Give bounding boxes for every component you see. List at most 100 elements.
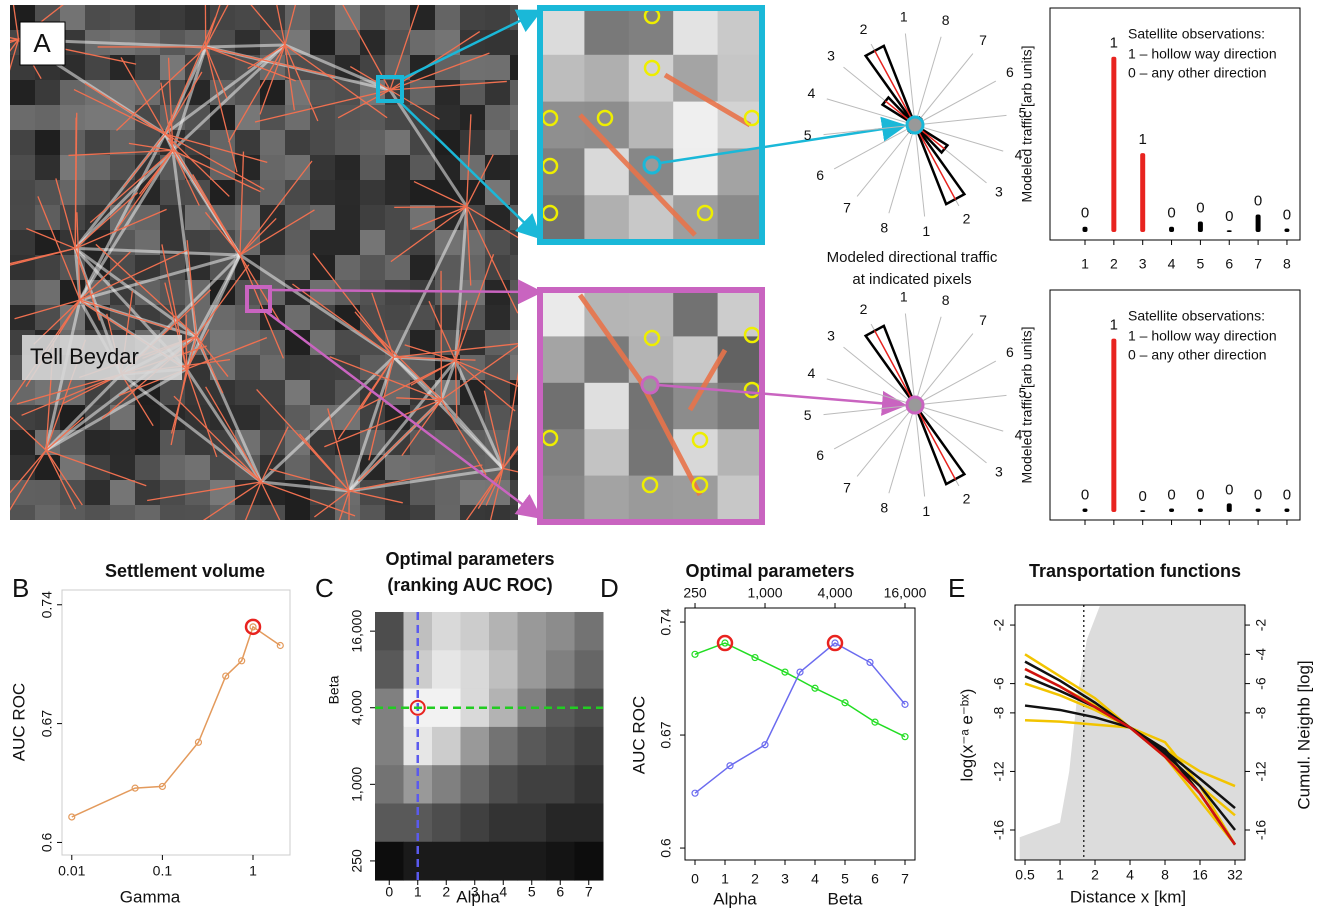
- map-pixel: [410, 330, 435, 355]
- map-pixel: [10, 205, 35, 230]
- map-pixel: [10, 180, 35, 205]
- value-label: 0: [1081, 487, 1089, 504]
- rose-direction-label: 7: [843, 200, 851, 216]
- map-pixel: [85, 180, 110, 205]
- y-tick-label: 1,000: [349, 767, 365, 802]
- rose-direction-label: 1: [900, 288, 908, 304]
- rose-direction-label: 8: [880, 219, 888, 235]
- map-pixel: [385, 205, 410, 230]
- legend-title: Satellite observations:: [1128, 308, 1265, 324]
- rose-center: [907, 397, 923, 413]
- x-tick-label: 7: [901, 871, 909, 887]
- map-pixel: [110, 455, 135, 480]
- map-pixel: [335, 155, 360, 180]
- map-pixel: [260, 380, 285, 405]
- map-pixel: [435, 105, 460, 130]
- map-pixel: [35, 180, 60, 205]
- heat-cell: [518, 650, 547, 689]
- map-pixel: [160, 455, 185, 480]
- map-pixel: [360, 180, 385, 205]
- bar: [1198, 509, 1203, 512]
- map-pixel: [10, 305, 35, 330]
- inset-pixel: [718, 55, 763, 102]
- map-pixel: [310, 230, 335, 255]
- rose-center: [907, 117, 923, 133]
- bar: [1083, 227, 1088, 232]
- map-pixel: [410, 55, 435, 80]
- value-label: 1: [1110, 35, 1118, 52]
- map-pixel: [310, 455, 335, 480]
- map-pixel: [435, 230, 460, 255]
- heat-cell: [375, 727, 404, 766]
- y-tick-label: 0.67: [658, 721, 674, 748]
- map-pixel: [35, 105, 60, 130]
- heat-cell: [575, 612, 604, 651]
- map-pixel: [410, 155, 435, 180]
- map-pixel: [385, 280, 410, 305]
- x-tick-label: 7: [585, 884, 593, 900]
- bar: [1083, 509, 1088, 512]
- map-pixel: [385, 130, 410, 155]
- map-pixel: [385, 5, 410, 30]
- map-pixel: [285, 5, 310, 30]
- x-tick-label: 4: [1126, 867, 1134, 883]
- map-pixel: [485, 380, 510, 405]
- inset-pixel: [629, 8, 674, 55]
- map-pixel: [135, 30, 160, 55]
- map-pixel: [485, 330, 510, 355]
- map-pixel: [485, 305, 510, 330]
- map-pixel: [485, 30, 510, 55]
- value-label: 0: [1167, 487, 1175, 504]
- map-pixel: [160, 480, 185, 505]
- map-pixel: [285, 405, 310, 430]
- map-pixel: [60, 130, 85, 155]
- inset-pixel-marker: [642, 377, 658, 393]
- map-pixel: [210, 155, 235, 180]
- map-pixel: [410, 30, 435, 55]
- map-pixel: [35, 155, 60, 180]
- y-axis-label: Beta: [326, 675, 342, 704]
- value-label: 1: [1139, 131, 1147, 148]
- map-pixel: [360, 5, 385, 30]
- rose-direction-label: 4: [808, 85, 816, 101]
- map-pixel: [160, 430, 185, 455]
- heat-cell: [461, 842, 490, 881]
- rose-direction-label: 2: [860, 301, 868, 317]
- map-pixel: [235, 130, 260, 155]
- map-pixel: [435, 305, 460, 330]
- map-pixel: [460, 105, 485, 130]
- map-pixel: [235, 180, 260, 205]
- inset-pixel: [584, 195, 629, 242]
- y2-axis-label: Cumul. Neighb [log]: [1294, 660, 1313, 809]
- inset-pixel: [718, 148, 763, 195]
- chart-title: (ranking AUC ROC): [387, 575, 552, 595]
- legend-entry: 1 – hollow way direction: [1128, 46, 1277, 62]
- map-pixel: [10, 105, 35, 130]
- value-label: 0: [1283, 487, 1291, 504]
- map-pixel: [360, 155, 385, 180]
- map-pixel: [435, 80, 460, 105]
- map-pixel: [10, 280, 35, 305]
- rose-direction-label: 2: [860, 21, 868, 37]
- rose-direction-label: 8: [880, 499, 888, 515]
- y-axis-label: AUC ROC: [9, 683, 28, 761]
- y-tick-label: 0.74: [658, 608, 674, 635]
- map-pixel: [485, 180, 510, 205]
- heat-cell: [432, 842, 461, 881]
- map-pixel: [385, 180, 410, 205]
- x2-tick-label: 4,000: [817, 585, 852, 601]
- value-label: 0: [1254, 192, 1262, 209]
- map-pixel: [60, 180, 85, 205]
- inset-pixel: [718, 195, 763, 242]
- map-pixel: [10, 80, 35, 105]
- map-pixel: [410, 180, 435, 205]
- heat-cell: [546, 842, 575, 881]
- heat-cell: [432, 612, 461, 651]
- map-pixel: [235, 380, 260, 405]
- y-tick-label: -8: [991, 706, 1007, 719]
- page: {"panel_a": {"label": "A", "place": "Tel…: [0, 0, 1322, 911]
- map-route: [394, 207, 466, 208]
- x-tick-label: 5: [528, 884, 536, 900]
- map-pixel: [135, 455, 160, 480]
- inset-pixel: [584, 476, 629, 523]
